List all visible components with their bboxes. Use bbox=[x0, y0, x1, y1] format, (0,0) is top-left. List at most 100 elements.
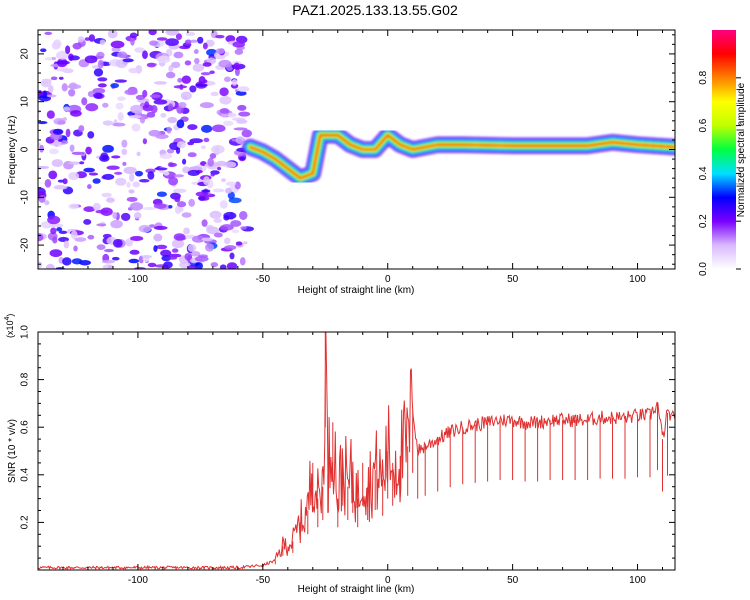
x-tick-label: -50 bbox=[256, 274, 271, 285]
noise-blob bbox=[114, 79, 128, 83]
noise-blob bbox=[132, 181, 141, 188]
noise-blob bbox=[153, 233, 163, 242]
noise-blob bbox=[222, 120, 234, 127]
noise-blob bbox=[142, 206, 157, 211]
noise-blob bbox=[83, 219, 92, 225]
noise-blob bbox=[174, 196, 181, 203]
noise-blob bbox=[198, 195, 206, 201]
noise-blob bbox=[209, 70, 215, 75]
noise-blob bbox=[111, 256, 120, 261]
noise-blob bbox=[121, 148, 128, 156]
noise-blob bbox=[235, 136, 246, 144]
noise-blob bbox=[234, 48, 244, 55]
noise-blob bbox=[165, 30, 179, 36]
noise-blob bbox=[92, 87, 106, 94]
noise-blob bbox=[209, 152, 217, 159]
noise-blob bbox=[235, 90, 247, 96]
noise-blob bbox=[215, 48, 225, 55]
noise-blob bbox=[99, 154, 110, 162]
noise-blob bbox=[219, 264, 227, 269]
noise-blob bbox=[142, 50, 148, 60]
noise-blob bbox=[233, 62, 241, 71]
noise-blob bbox=[115, 102, 124, 110]
noise-blob bbox=[87, 184, 92, 190]
noise-blob bbox=[202, 42, 208, 50]
noise-blob bbox=[229, 252, 235, 260]
chart-title: PAZ1.2025.133.13.55.G02 bbox=[292, 2, 458, 18]
noise-blob bbox=[187, 152, 197, 158]
noise-blob bbox=[51, 56, 56, 61]
noise-blob bbox=[122, 58, 134, 63]
noise-blob bbox=[242, 241, 248, 245]
noise-blob bbox=[134, 170, 144, 177]
noise-blob bbox=[101, 259, 115, 264]
noise-blob bbox=[58, 230, 68, 235]
noise-blob bbox=[41, 78, 53, 82]
y-tick-label: 10 bbox=[20, 96, 31, 108]
noise-blob bbox=[171, 239, 185, 249]
noise-blob bbox=[227, 112, 237, 118]
noise-blob bbox=[50, 76, 58, 81]
noise-blob bbox=[70, 230, 78, 240]
noise-blob bbox=[150, 105, 158, 114]
noise-blob bbox=[129, 249, 140, 255]
noise-blob bbox=[176, 201, 187, 208]
snr-panel: -100 -50 0 50 100 0.2 0.4 0.6 0.8 1.0 Height of s… bbox=[4, 314, 676, 595]
noise-blob bbox=[184, 252, 193, 261]
y-tick-label: 1.0 bbox=[20, 325, 31, 339]
noise-blob bbox=[78, 125, 85, 133]
noise-blob bbox=[148, 30, 157, 36]
noise-blob bbox=[85, 103, 99, 112]
noise-blob bbox=[174, 205, 182, 214]
noise-blob bbox=[168, 176, 179, 186]
noise-blob bbox=[225, 181, 236, 187]
noise-blob bbox=[62, 257, 72, 266]
noise-blob bbox=[128, 67, 139, 74]
noise-blob bbox=[92, 178, 101, 184]
noise-blob bbox=[51, 223, 64, 228]
x-tick-label: 100 bbox=[629, 274, 646, 285]
noise-blob bbox=[117, 112, 124, 121]
noise-blob bbox=[141, 255, 153, 259]
noise-blob bbox=[87, 234, 95, 240]
snr-y-multiplier: (x104) bbox=[4, 314, 15, 338]
noise-blob bbox=[122, 161, 127, 166]
noise-blob bbox=[77, 36, 85, 43]
noise-blob bbox=[221, 178, 226, 183]
x-tick-label: -100 bbox=[128, 575, 148, 586]
noise-blob bbox=[210, 173, 215, 177]
noise-blob bbox=[166, 148, 175, 154]
noise-blob bbox=[129, 173, 135, 182]
noise-blob bbox=[45, 263, 55, 269]
noise-blob bbox=[168, 205, 173, 209]
noise-blob bbox=[102, 144, 114, 153]
spectrogram-noise bbox=[38, 30, 254, 269]
noise-blob bbox=[69, 144, 75, 152]
noise-blob bbox=[52, 236, 58, 244]
noise-blob bbox=[175, 33, 182, 41]
noise-blob bbox=[204, 243, 215, 252]
noise-blob bbox=[183, 227, 190, 235]
x-tick-label: 100 bbox=[629, 575, 646, 586]
noise-blob bbox=[146, 111, 156, 118]
noise-blob bbox=[106, 165, 120, 170]
colorbar-ticks: 0.0 0.2 0.4 0.6 0.8 bbox=[698, 70, 741, 276]
noise-blob bbox=[210, 91, 219, 97]
noise-blob bbox=[161, 255, 172, 262]
noise-blob bbox=[189, 85, 197, 93]
noise-blob bbox=[110, 40, 125, 49]
noise-blob bbox=[192, 235, 205, 243]
noise-blob bbox=[107, 30, 118, 39]
noise-blob bbox=[128, 189, 135, 194]
noise-blob bbox=[79, 161, 85, 165]
noise-blob bbox=[156, 37, 168, 41]
noise-blob bbox=[212, 188, 225, 193]
noise-blob bbox=[38, 121, 48, 125]
noise-blob bbox=[236, 119, 248, 124]
noise-blob bbox=[195, 83, 208, 87]
noise-blob bbox=[189, 138, 203, 144]
spectrogram-ridge bbox=[242, 127, 675, 187]
noise-blob bbox=[197, 36, 204, 44]
noise-blob bbox=[238, 111, 251, 117]
